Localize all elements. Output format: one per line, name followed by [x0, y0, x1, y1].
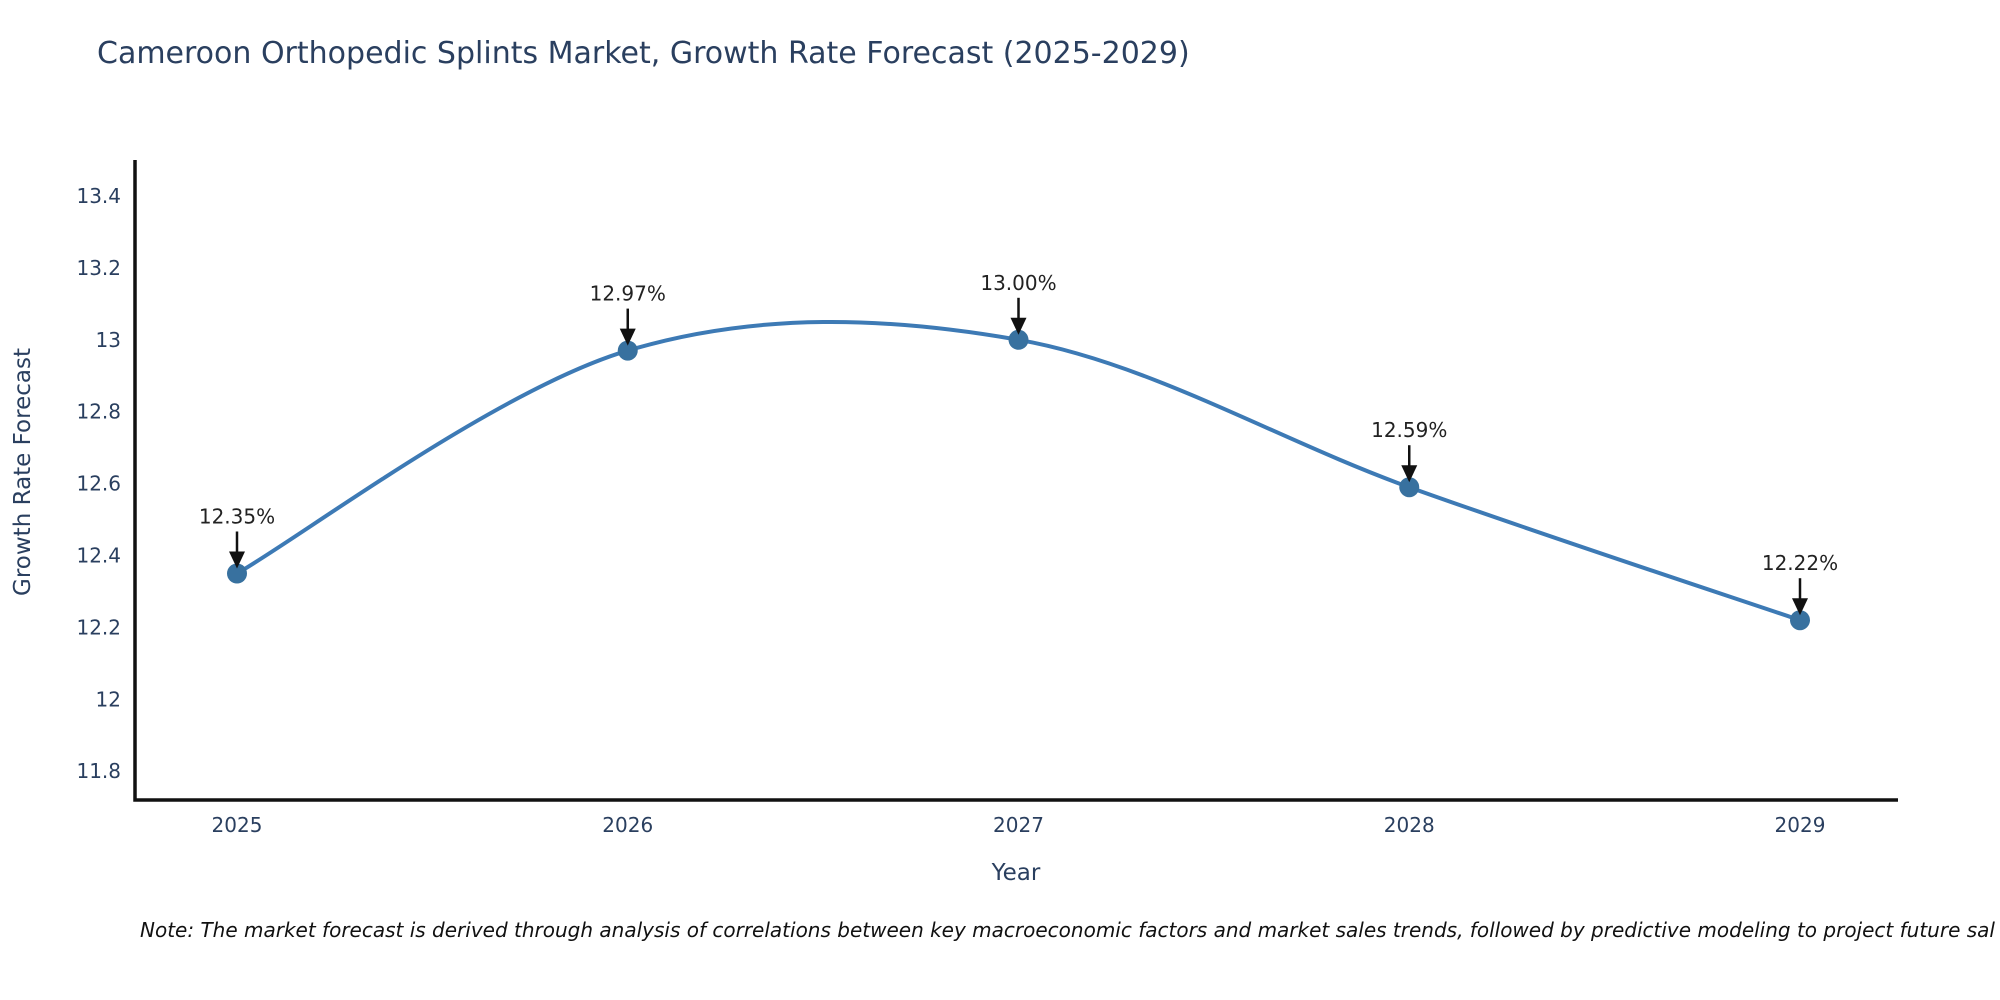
- data-point-marker: [227, 563, 247, 584]
- data-point-marker: [617, 340, 638, 361]
- annotation-label: 12.97%: [590, 282, 666, 306]
- data-point-marker: [1399, 477, 1420, 498]
- chart-title: Cameroon Orthopedic Splints Market, Grow…: [97, 36, 1190, 71]
- annotation-arrowhead: [619, 328, 636, 346]
- y-tick-label: 12.8: [76, 400, 121, 424]
- x-tick-label: 2026: [602, 813, 653, 837]
- annotation-arrowhead: [1792, 598, 1808, 616]
- footnote: Note: The market forecast is derived thr…: [140, 918, 1995, 942]
- annotation-label: 12.59%: [1371, 418, 1447, 442]
- data-point-marker: [1790, 610, 1810, 631]
- annotation-arrowhead: [1401, 465, 1418, 483]
- annotation-label: 12.35%: [199, 505, 275, 529]
- data-point-marker: [1008, 329, 1029, 350]
- y-tick-label: 13.2: [76, 256, 121, 280]
- annotation-arrowhead: [1010, 317, 1027, 335]
- y-tick-label: 11.8: [76, 759, 121, 783]
- axis-lines: [133, 160, 1898, 802]
- y-tick-label: 12.4: [76, 544, 121, 568]
- x-tick-label: 2028: [1384, 813, 1435, 837]
- x-axis-title: Year: [991, 860, 1041, 886]
- series-line: [235, 320, 1802, 623]
- y-tick-label: 12.6: [76, 472, 121, 496]
- annotation-arrowhead: [229, 551, 245, 569]
- x-tick-label: 2029: [1775, 813, 1826, 837]
- y-tick-label: 13: [96, 328, 121, 352]
- y-tick-label: 13.4: [76, 184, 121, 208]
- annotation-label: 12.22%: [1762, 551, 1838, 575]
- y-tick-label: 12.2: [76, 615, 121, 639]
- annotation-label: 13.00%: [980, 271, 1056, 295]
- x-tick-label: 2027: [993, 813, 1044, 837]
- y-tick-label: 12: [96, 687, 121, 711]
- x-tick-label: 2025: [212, 813, 263, 837]
